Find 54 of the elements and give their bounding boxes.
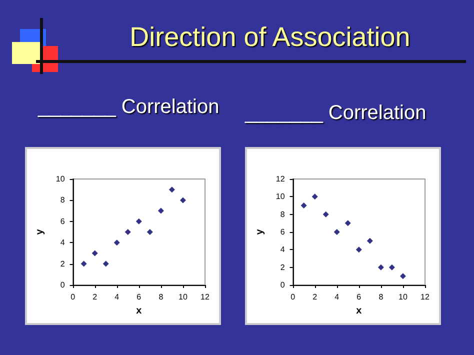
point (334, 229, 340, 235)
x-tick-label: 12 (200, 292, 210, 302)
y-tick-label: 10 (56, 174, 66, 184)
x-tick-label: 0 (290, 292, 296, 302)
x-tick-label: 8 (378, 292, 384, 302)
x-tick-label: 4 (114, 292, 120, 302)
y-tick-label: 0 (60, 280, 66, 290)
point (344, 220, 351, 226)
x-tick-label: 2 (312, 292, 318, 302)
y-tick-label: 10 (276, 192, 286, 202)
x-tick-label: 8 (158, 292, 164, 302)
chart-title: _______ Correlation (245, 102, 426, 125)
y-tick-label: 0 (280, 280, 286, 290)
x-tick-label: 6 (356, 292, 362, 302)
y-axis-title: y (254, 228, 266, 235)
x-tick-label: 0 (70, 292, 76, 302)
point (80, 260, 87, 267)
y-axis-title: y (34, 228, 46, 235)
x-axis-title: x (136, 305, 142, 316)
y-tick-label: 2 (60, 259, 66, 268)
y-tick-label: 8 (280, 210, 286, 219)
x-tick-label: 2 (92, 292, 98, 302)
y-tick-label: 6 (280, 228, 286, 236)
point (312, 194, 318, 200)
x-tick-label: 4 (334, 292, 340, 302)
y-tick-label: 2 (280, 262, 286, 272)
point (300, 202, 307, 208)
point (92, 250, 98, 256)
point (124, 229, 131, 235)
y-tick-label: 6 (60, 216, 66, 226)
y-tick-label: 4 (60, 238, 66, 248)
y-tick-label: 12 (276, 174, 286, 184)
y-tick-label: 4 (280, 245, 286, 254)
point (114, 240, 120, 246)
x-tick-label: 10 (178, 292, 188, 302)
point (388, 264, 395, 270)
x-tick-label: 6 (136, 292, 142, 302)
point (136, 218, 142, 224)
point (400, 273, 406, 280)
x-tick-label: 10 (398, 292, 408, 302)
x-axis-title: x (356, 305, 362, 316)
x-tick-label: 12 (420, 292, 430, 302)
point (158, 208, 164, 214)
point (102, 260, 109, 267)
point (168, 186, 175, 193)
point (356, 246, 362, 253)
point (378, 264, 384, 270)
point (180, 197, 186, 204)
text: Direction of Association (128, 22, 412, 53)
y-tick-label: 8 (60, 196, 66, 205)
chart-title: _______ Correlation (38, 96, 220, 119)
point (146, 229, 153, 235)
point (366, 238, 373, 244)
point (322, 211, 329, 218)
